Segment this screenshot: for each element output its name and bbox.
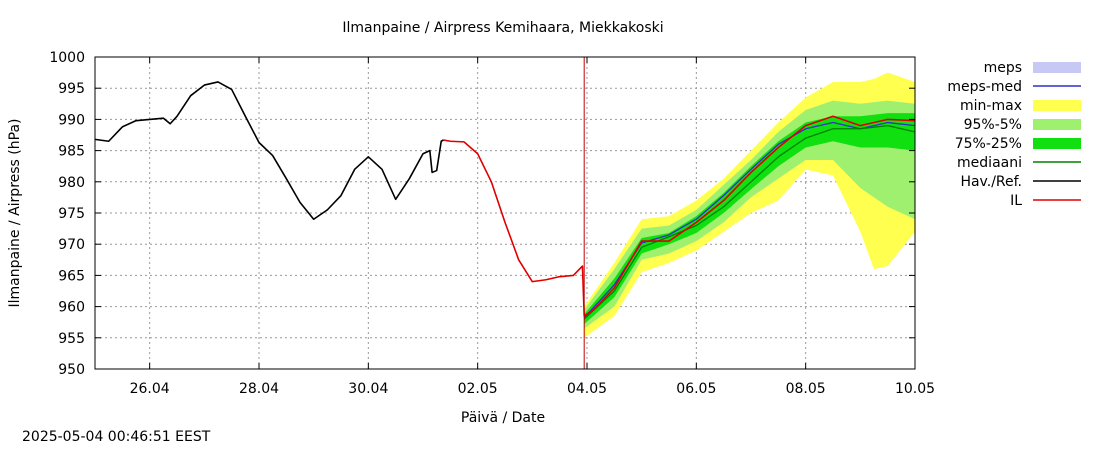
chart-title: Ilmanpaine / Airpress Kemihaara, Miekkak… (342, 20, 663, 36)
y-tick-label: 1000 (49, 50, 85, 66)
band-p75-25 (584, 113, 915, 325)
legend-label-p95-5: 95%-5% (964, 117, 1022, 133)
legend: meps meps-med min-max 95%-5% 75%-25% mediaani… (947, 60, 1081, 209)
x-tick-label: 30.04 (348, 381, 388, 397)
legend-label-p75-25: 75%-25% (955, 136, 1022, 152)
timestamp: 2025-05-04 00:46:51 EEST (22, 429, 211, 445)
x-axis-ticks: 26.04 28.04 30.04 02.05 04.05 06.05 08.05 10.05 (130, 57, 935, 397)
x-tick-label: 04.05 (567, 381, 607, 397)
x-axis-label: Päivä / Date (461, 410, 545, 426)
legend-swatch-p75-25 (1033, 138, 1081, 149)
y-tick-label: 965 (58, 268, 85, 284)
legend-swatch-min-max (1033, 100, 1081, 111)
legend-label-il: IL (1010, 193, 1022, 209)
x-tick-label: 02.05 (458, 381, 498, 397)
y-tick-label: 990 (58, 112, 85, 128)
y-tick-label: 985 (58, 144, 85, 160)
x-tick-label: 28.04 (239, 381, 279, 397)
grid (95, 57, 915, 369)
series-lines (94, 81, 916, 320)
y-tick-label: 960 (58, 300, 85, 316)
y-tick-label: 980 (58, 175, 85, 191)
legend-label-meps: meps (984, 60, 1022, 76)
y-tick-label: 955 (58, 331, 85, 347)
legend-label-min-max: min-max (960, 98, 1022, 114)
x-tick-label: 10.05 (895, 381, 935, 397)
y-axis-ticks: 950 955 960 965 970 975 980 985 990 995 1000 (49, 50, 915, 378)
legend-swatch-p95-5 (1033, 119, 1081, 130)
x-tick-label: 08.05 (786, 381, 826, 397)
legend-label-mediaani: mediaani (957, 155, 1022, 171)
y-tick-label: 995 (58, 81, 85, 97)
series-line-il (443, 115, 916, 317)
y-tick-label: 975 (58, 206, 85, 222)
legend-label-meps-med: meps-med (947, 79, 1022, 95)
x-tick-label: 26.04 (130, 381, 170, 397)
y-tick-label: 970 (58, 237, 85, 253)
legend-swatch-meps (1033, 62, 1081, 73)
series-line-hav-ref (94, 81, 444, 221)
series-line-mediaani (583, 124, 916, 320)
y-axis-label: Ilmanpaine / Airpress (hPa) (7, 119, 23, 308)
legend-label-hav-ref: Hav./Ref. (960, 174, 1022, 190)
bands (584, 72, 915, 338)
band-p95-5 (584, 100, 915, 329)
y-tick-label: 950 (58, 362, 85, 378)
x-tick-label: 06.05 (676, 381, 716, 397)
